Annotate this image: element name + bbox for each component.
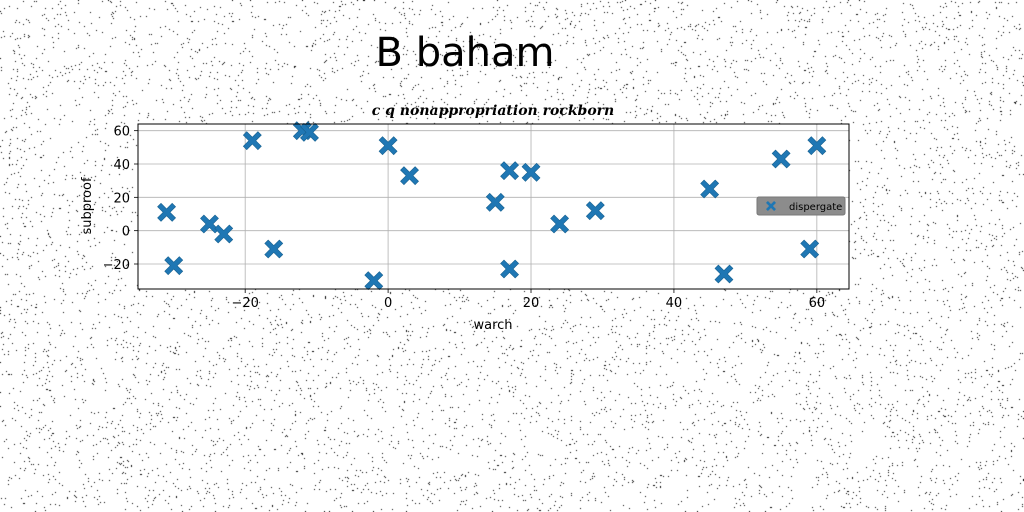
data-point: [500, 161, 520, 181]
data-point: [485, 192, 505, 212]
legend-marker: [766, 201, 776, 211]
data-point: [242, 131, 262, 151]
y-tick-label: 0: [122, 225, 130, 240]
chart-suptitle: B baham: [376, 30, 555, 76]
data-point: [214, 224, 234, 244]
y-tick-label: 20: [113, 191, 130, 206]
axis-ticks: −20 0 20 40 60 −20 0 20 40 60: [103, 125, 826, 311]
x-tick-label: 20: [523, 296, 540, 311]
y-axis-label: subproof: [80, 177, 95, 234]
data-point: [771, 149, 791, 169]
data-points: [157, 121, 827, 291]
y-tick-label: 60: [113, 125, 130, 140]
data-point: [164, 256, 184, 276]
chart-title: c q nonappropriation rockborn: [372, 103, 614, 119]
y-tick-label: 40: [113, 158, 130, 173]
x-tick-label: 0: [384, 296, 392, 311]
data-point: [500, 259, 520, 279]
data-point: [264, 239, 284, 259]
x-tick-label: −20: [231, 296, 258, 311]
data-point: [364, 271, 384, 291]
x-tick-label: 40: [666, 296, 683, 311]
plot-frame: [137, 123, 850, 290]
legend-marker-glyph: [766, 201, 776, 211]
data-point: [300, 122, 319, 142]
data-point: [800, 239, 820, 259]
x-axis-label: warch: [473, 318, 512, 333]
legend-label: dispergate: [789, 202, 842, 213]
legend: dispergate: [756, 196, 846, 216]
data-point: [700, 179, 720, 199]
data-point: [400, 166, 419, 186]
data-point: [550, 214, 570, 234]
legend-box: [756, 196, 846, 216]
data-point: [807, 136, 827, 156]
y-tick-label: −20: [103, 258, 130, 273]
x-tick-label: 60: [809, 296, 826, 311]
data-point: [521, 162, 541, 182]
data-point: [157, 202, 177, 222]
data-point: [378, 136, 398, 156]
data-point: [714, 264, 734, 284]
data-point: [585, 201, 605, 221]
